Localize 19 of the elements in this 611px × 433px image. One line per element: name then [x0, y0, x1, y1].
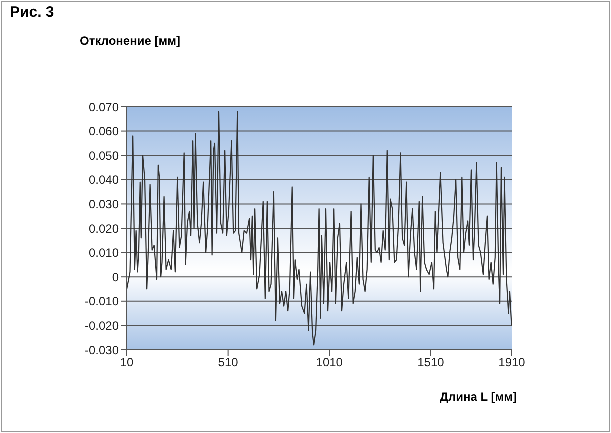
y-axis-title: Отклонение [мм] [80, 34, 180, 48]
x-tick-label: 1510 [418, 356, 445, 370]
y-tick-label: 0.030 [88, 197, 120, 212]
x-tick-label: 10 [120, 356, 134, 370]
y-tick-label: 0.040 [88, 173, 120, 188]
y-tick-label: -0.010 [84, 294, 120, 309]
y-tick-label: -0.020 [84, 318, 120, 333]
x-axis-title: Длина L [мм] [440, 390, 517, 404]
y-tick-label: 0.060 [88, 124, 120, 139]
x-tick-label: 510 [218, 356, 239, 370]
y-tick-label: 0.010 [88, 246, 120, 260]
chart-title: Рис. 3 [10, 4, 54, 21]
x-tick-label: 1910 [498, 356, 526, 370]
y-tick-label: 0.070 [88, 100, 120, 114]
x-tick-label: 1010 [316, 356, 344, 370]
y-tick-label: 0.020 [88, 222, 120, 236]
y-tick-label: 0.050 [88, 148, 120, 163]
y-tick-label: 0 [112, 270, 120, 284]
y-tick-label: -0.030 [84, 343, 120, 358]
